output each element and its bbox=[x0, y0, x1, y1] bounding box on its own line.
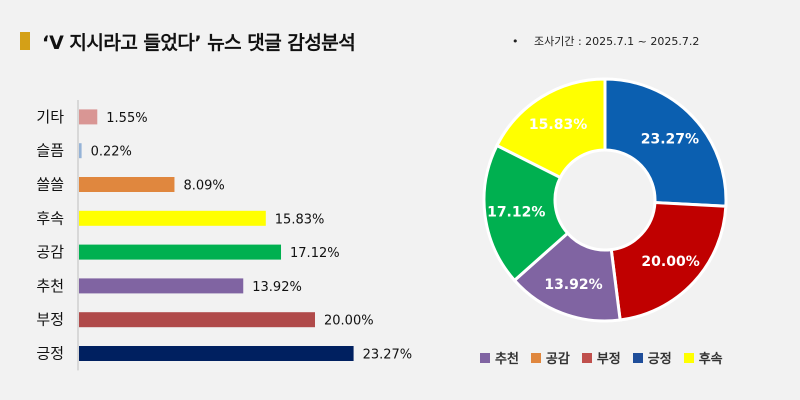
category-label: 공감 bbox=[36, 243, 64, 261]
donut-slice bbox=[609, 200, 728, 322]
legend-swatch bbox=[683, 352, 694, 363]
slice-label: 13.92% bbox=[544, 277, 602, 293]
legend-item: 추천 bbox=[480, 348, 519, 367]
bar bbox=[79, 346, 354, 361]
legend-label: 후속 bbox=[698, 352, 723, 367]
legend-swatch bbox=[632, 352, 643, 363]
category-label: 슬픔 bbox=[36, 142, 64, 160]
survey-bullet: • bbox=[512, 35, 519, 48]
legend-item: 부정 bbox=[581, 348, 621, 367]
bar bbox=[79, 109, 98, 125]
bar bbox=[79, 177, 175, 192]
survey-period-text: 조사기간 : 2025.7.1 ~ 2025.7.2 bbox=[534, 35, 700, 48]
donut-slice bbox=[482, 143, 570, 283]
legend-label: 공감 bbox=[545, 352, 570, 367]
donut-slice bbox=[603, 77, 728, 208]
bar bbox=[79, 210, 266, 226]
bar bbox=[79, 312, 315, 328]
pie-legend: 추천 공감 부정 긍정 후속 bbox=[480, 348, 723, 367]
bar-value-label: 20.00% bbox=[324, 314, 374, 329]
category-label: 쓸쓸 bbox=[36, 176, 64, 194]
slice-label: 15.83% bbox=[529, 117, 587, 133]
slice-label: 17.12% bbox=[487, 205, 545, 221]
slice-label: 20.00% bbox=[641, 254, 699, 270]
bar bbox=[79, 143, 82, 159]
page-title: ‘V 지시라고 들었다’ 뉴스 댓글 감성분석 bbox=[42, 31, 356, 54]
bar bbox=[79, 278, 244, 294]
bar-value-label: 8.09% bbox=[183, 179, 224, 194]
bar-value-label: 0.22% bbox=[91, 145, 132, 160]
category-label: 추천 bbox=[36, 277, 64, 295]
slice-label: 23.27% bbox=[641, 131, 699, 147]
bar-value-label: 23.27% bbox=[363, 348, 413, 363]
bar-value-label: 13.92% bbox=[252, 280, 302, 295]
bar-value-label: 15.83% bbox=[275, 212, 325, 227]
category-label: 긍정 bbox=[36, 345, 64, 363]
legend-item: 후속 bbox=[683, 348, 723, 367]
bar bbox=[79, 244, 282, 260]
title-marker bbox=[20, 32, 30, 50]
bar-value-label: 17.12% bbox=[290, 246, 340, 261]
bar-value-label: 1.55% bbox=[106, 111, 147, 126]
legend-label: 부정 bbox=[596, 352, 621, 367]
legend-item: 공감 bbox=[530, 348, 570, 367]
legend-swatch bbox=[530, 352, 541, 363]
legend-label: 추천 bbox=[495, 352, 519, 367]
legend-label: 긍정 bbox=[647, 352, 672, 367]
category-label: 후속 bbox=[36, 209, 64, 227]
category-label: 부정 bbox=[36, 311, 64, 329]
legend-swatch bbox=[480, 352, 490, 363]
legend-item: 긍정 bbox=[632, 348, 672, 367]
donut-slice bbox=[494, 77, 607, 180]
legend-swatch bbox=[581, 352, 592, 363]
category-label: 기타 bbox=[36, 108, 64, 126]
title-bar: ‘V 지시라고 들었다’ 뉴스 댓글 감성분석 bbox=[20, 26, 356, 56]
survey-period: • 조사기간 : 2025.7.1 ~ 2025.7.2 bbox=[512, 33, 699, 49]
